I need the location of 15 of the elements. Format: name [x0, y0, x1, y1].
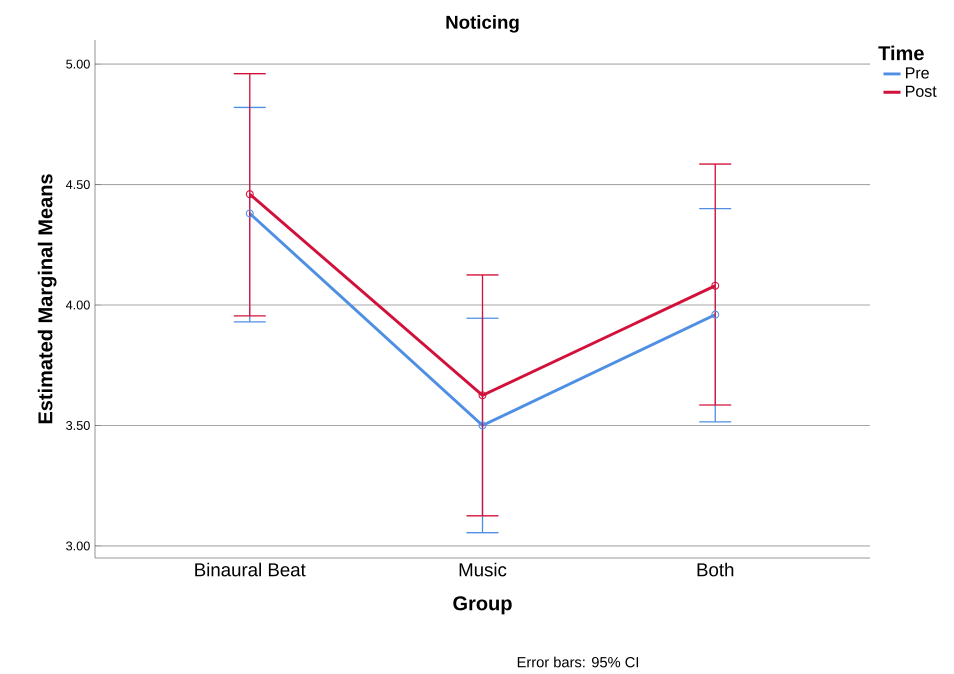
- y-tick-label: 3.00: [66, 541, 90, 550]
- x-tick-label: Binaural Beat: [195, 562, 306, 576]
- x-axis-title: Group: [453, 596, 512, 614]
- x-tick-label: Music: [460, 562, 506, 576]
- legend-label: Pre: [906, 67, 929, 79]
- legend-label: Post: [906, 86, 937, 97]
- y-tick-label: 4.50: [66, 180, 90, 190]
- legend-title: Time: [878, 46, 924, 60]
- y-tick-label: 4.00: [66, 300, 90, 310]
- chart-title: Noticing: [446, 15, 519, 33]
- text: Error bars: 95% CI: [518, 656, 638, 668]
- y-axis-title: Estimated Marginal Means: [38, 174, 56, 424]
- x-tick-label: Both: [698, 562, 734, 576]
- y-tick-label: 5.00: [66, 60, 90, 69]
- y-tick-label: 3.50: [66, 420, 90, 430]
